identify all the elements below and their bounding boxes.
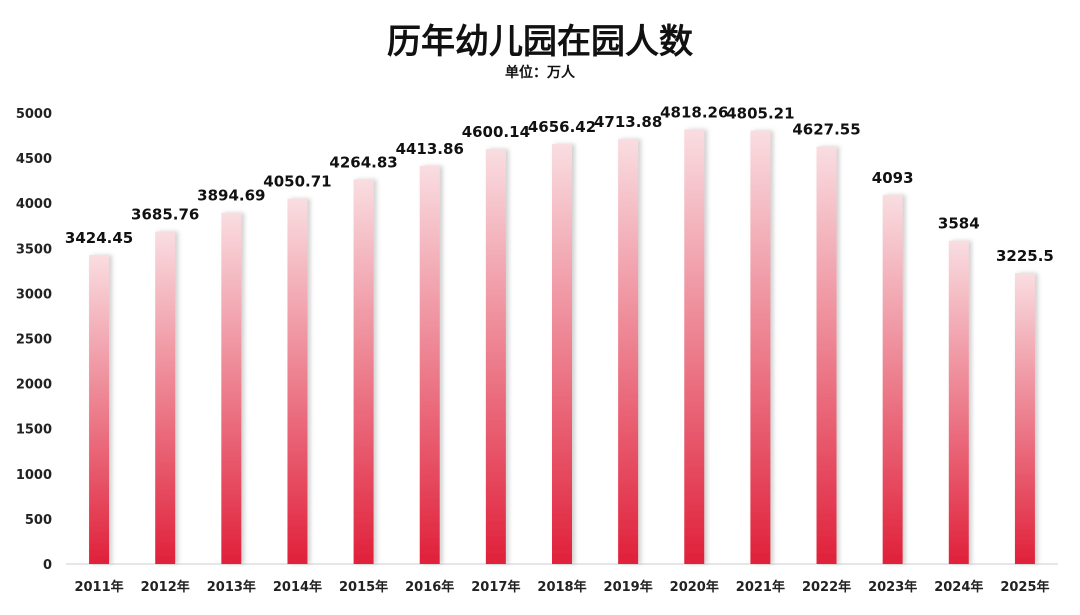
x-tick-label: 2025年 <box>1000 579 1049 595</box>
y-tick-label: 0 <box>43 558 52 573</box>
x-tick-label: 2011年 <box>74 579 123 595</box>
bar <box>618 138 639 564</box>
y-tick-label: 3500 <box>16 242 52 257</box>
bar <box>221 212 242 564</box>
y-tick-label: 1500 <box>16 423 52 438</box>
y-tick-label: 5000 <box>16 107 52 122</box>
x-tick-label: 2016年 <box>405 579 454 595</box>
x-tick-label: 2012年 <box>141 579 190 595</box>
bar <box>287 198 308 564</box>
bar <box>89 255 110 564</box>
y-tick-label: 1000 <box>16 468 52 483</box>
x-tick-label: 2022年 <box>802 579 851 595</box>
x-tick-label: 2013年 <box>207 579 256 595</box>
data-label: 3584 <box>938 215 980 233</box>
bar <box>485 149 506 564</box>
bar <box>816 146 837 565</box>
bar <box>1014 273 1035 564</box>
x-tick-label: 2020年 <box>670 579 719 595</box>
chart-title: 历年幼儿园在园人数 <box>387 22 693 62</box>
data-label: 4600.14 <box>462 123 530 141</box>
y-tick-label: 3000 <box>16 287 52 302</box>
x-tick-label: 2024年 <box>934 579 983 595</box>
x-tick-label: 2017年 <box>471 579 520 595</box>
bar <box>750 130 771 564</box>
y-tick-label: 2500 <box>16 333 52 348</box>
y-tick-label: 500 <box>25 513 52 528</box>
data-label: 4656.42 <box>528 118 596 136</box>
bars <box>89 129 1035 565</box>
x-tick-label: 2015年 <box>339 579 388 595</box>
chart-subtitle: 单位：万人 <box>505 65 575 81</box>
x-tick-label: 2018年 <box>537 579 586 595</box>
bar <box>882 194 903 564</box>
data-label: 4818.26 <box>660 103 728 121</box>
bar <box>419 165 440 565</box>
data-label: 4713.88 <box>594 113 662 131</box>
y-tick-label: 4000 <box>16 197 52 212</box>
x-tick-label: 2019年 <box>604 579 653 595</box>
x-tick-label: 2023年 <box>868 579 917 595</box>
bar <box>948 240 969 564</box>
data-label: 3685.76 <box>131 206 199 224</box>
bar <box>353 179 374 565</box>
y-tick-label: 4500 <box>16 152 52 167</box>
data-label: 4627.55 <box>792 121 860 139</box>
bar <box>684 129 705 564</box>
bar <box>155 231 176 565</box>
bar <box>552 143 572 565</box>
data-label: 4413.86 <box>396 140 464 158</box>
data-label: 3894.69 <box>197 187 265 205</box>
data-label: 4805.21 <box>726 105 794 123</box>
data-label: 3424.45 <box>65 229 133 247</box>
data-label: 4050.71 <box>263 173 331 191</box>
y-tick-label: 2000 <box>16 378 52 393</box>
x-tick-label: 2021年 <box>736 579 785 595</box>
data-label: 4264.83 <box>329 153 397 171</box>
x-tick-label: 2014年 <box>273 579 322 595</box>
data-label: 4093 <box>872 169 914 187</box>
data-label: 3225.5 <box>996 247 1054 265</box>
